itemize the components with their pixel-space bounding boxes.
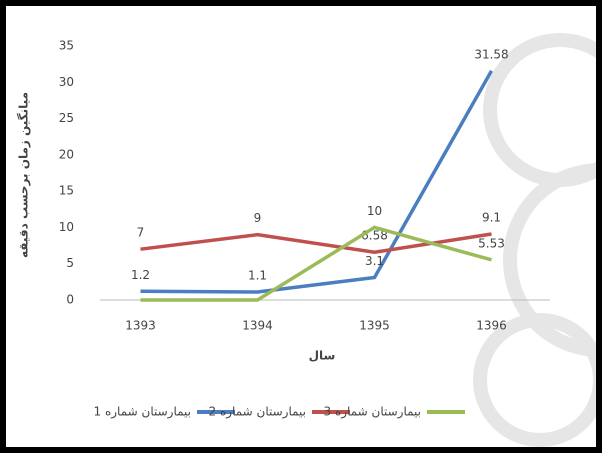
data-label: 1.1 bbox=[248, 269, 267, 283]
y-tick-label: 0 bbox=[66, 293, 74, 307]
data-label: 9.1 bbox=[482, 210, 501, 224]
legend-label: بیمارستان شماره 1 bbox=[94, 405, 192, 420]
y-tick-label: 5 bbox=[66, 256, 74, 270]
x-axis-label: سال bbox=[309, 349, 336, 363]
data-label: 7 bbox=[137, 226, 145, 240]
data-label: 5.53 bbox=[478, 236, 505, 250]
series-line bbox=[140, 69, 494, 294]
y-tick-label: 30 bbox=[59, 75, 74, 89]
series-line bbox=[140, 225, 492, 302]
legend-label: بیمارستان شماره 3 bbox=[324, 405, 422, 420]
x-tick-label: 1393 bbox=[125, 319, 156, 333]
x-tick-label: 1394 bbox=[242, 319, 273, 333]
legend-label: بیمارستان شماره 2 bbox=[209, 405, 307, 420]
y-tick-label: 25 bbox=[59, 111, 74, 125]
y-tick-label: 20 bbox=[59, 147, 74, 161]
y-tick-label: 15 bbox=[59, 184, 74, 198]
data-label: 9 bbox=[254, 211, 262, 225]
x-tick-label: 1395 bbox=[359, 319, 390, 333]
data-label: 1.2 bbox=[131, 268, 150, 282]
data-label: 3.1 bbox=[365, 254, 384, 268]
data-label: 31.58 bbox=[474, 47, 508, 61]
y-tick-label: 35 bbox=[59, 39, 74, 53]
y-tick-label: 10 bbox=[59, 220, 74, 234]
data-label: 10 bbox=[367, 204, 382, 218]
y-axis-label: میانگین زمان برحسب دقیقه bbox=[17, 92, 31, 258]
x-tick-label: 1396 bbox=[476, 319, 507, 333]
